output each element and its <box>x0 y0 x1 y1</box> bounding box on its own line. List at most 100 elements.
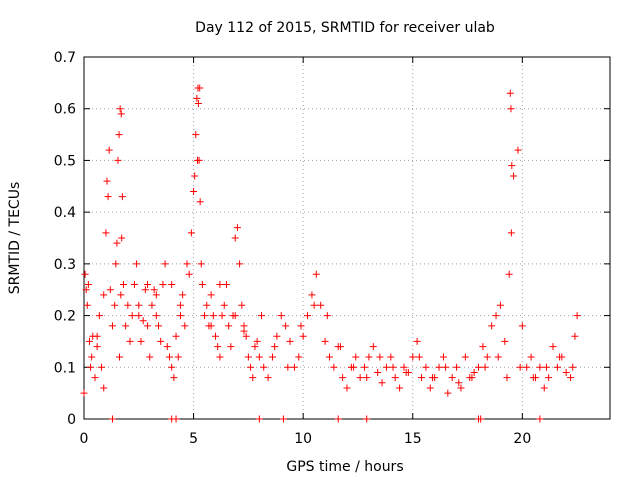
data-point <box>330 363 338 371</box>
data-point <box>569 363 577 371</box>
data-point <box>361 363 369 371</box>
data-point <box>111 301 119 309</box>
data-point <box>80 389 88 397</box>
x-tick-label: 20 <box>513 431 531 447</box>
data-point <box>475 363 482 371</box>
data-point <box>130 281 138 289</box>
data-point <box>236 260 244 268</box>
data-point <box>299 332 307 340</box>
data-point <box>304 312 312 320</box>
x-tick-label: 5 <box>189 431 198 447</box>
data-point <box>400 363 408 371</box>
data-point <box>141 286 149 294</box>
data-point <box>323 312 331 320</box>
data-point <box>179 291 187 299</box>
data-point <box>556 353 564 361</box>
data-point <box>119 281 127 289</box>
data-point <box>389 363 397 371</box>
data-point <box>477 415 485 423</box>
data-point <box>376 353 384 361</box>
data-point <box>356 374 364 382</box>
data-point <box>112 260 120 268</box>
data-point <box>105 146 113 154</box>
data-point <box>231 312 239 320</box>
data-point <box>448 374 456 382</box>
data-point <box>242 332 250 340</box>
data-point <box>113 239 121 247</box>
data-point <box>264 374 272 382</box>
data-point <box>135 301 143 309</box>
data-point <box>251 343 259 351</box>
data-point <box>350 363 358 371</box>
data-point <box>133 260 141 268</box>
data-point <box>286 337 294 345</box>
data-point <box>536 415 544 423</box>
data-point <box>312 270 320 278</box>
data-point <box>249 374 257 382</box>
data-point <box>115 131 123 139</box>
data-point <box>87 363 95 371</box>
data-point <box>573 312 581 320</box>
data-point <box>161 260 169 268</box>
data-point <box>284 363 292 371</box>
data-point <box>106 286 114 294</box>
data-point <box>117 110 125 118</box>
data-point <box>374 368 382 376</box>
data-point <box>165 353 173 361</box>
y-tick-label: 0.7 <box>54 50 76 66</box>
data-point <box>510 172 518 180</box>
data-point <box>571 332 579 340</box>
data-point <box>514 146 522 154</box>
data-point <box>152 291 160 299</box>
data-point <box>216 281 224 289</box>
data-point <box>85 337 93 345</box>
data-point <box>516 363 524 371</box>
data-point <box>363 415 371 423</box>
data-point <box>196 198 204 206</box>
data-point <box>479 343 487 351</box>
data-point <box>442 363 450 371</box>
data-point <box>100 384 108 392</box>
y-tick-label: 0.2 <box>54 309 76 325</box>
data-point <box>279 415 287 423</box>
data-point <box>426 384 434 392</box>
data-point <box>271 343 279 351</box>
data-point <box>352 353 360 361</box>
data-point <box>339 374 347 382</box>
tick-layer: 0 0.1 0.2 0.3 0.4 0.5 0.6 0.7 0 5 10 15 20 <box>54 50 610 447</box>
data-point <box>523 363 531 371</box>
data-point <box>378 379 386 387</box>
data-point <box>190 187 198 195</box>
data-point <box>567 374 575 382</box>
data-point <box>174 353 182 361</box>
data-point <box>369 343 377 351</box>
data-point <box>114 156 122 164</box>
data-point <box>187 229 195 237</box>
data-point <box>83 301 91 309</box>
data-point <box>82 286 90 294</box>
data-point <box>152 312 160 320</box>
data-point <box>240 327 248 335</box>
data-point <box>277 312 285 320</box>
data-point <box>144 281 152 289</box>
data-point <box>150 286 158 294</box>
data-point <box>483 353 491 361</box>
data-point <box>157 337 165 345</box>
data-point <box>192 131 200 139</box>
data-point <box>108 322 116 330</box>
data-point <box>122 322 130 330</box>
data-point <box>88 353 96 361</box>
data-point <box>172 415 180 423</box>
data-point <box>214 343 222 351</box>
grid-layer <box>84 57 610 419</box>
data-point <box>91 374 99 382</box>
data-point <box>216 353 224 361</box>
data-point <box>93 343 101 351</box>
data-point <box>336 343 344 351</box>
data-point <box>258 312 266 320</box>
data-point <box>396 384 404 392</box>
data-point <box>282 322 290 330</box>
data-point <box>194 100 202 108</box>
data-point <box>98 363 106 371</box>
data-point <box>201 312 209 320</box>
